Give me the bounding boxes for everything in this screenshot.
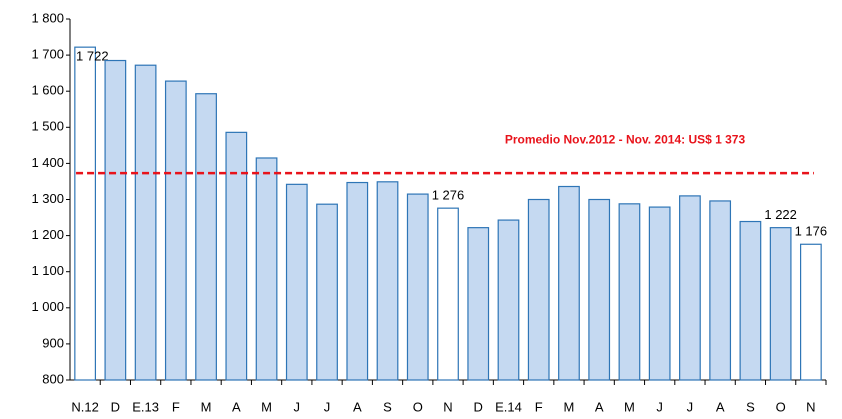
value-label: 1 176 — [795, 224, 828, 239]
bar — [255, 157, 278, 381]
bar — [739, 220, 762, 381]
value-label: 1 276 — [432, 188, 465, 203]
bar — [437, 207, 459, 381]
y-tick-label: 1 100 — [31, 263, 64, 278]
reference-label: Promedio Nov.2012 - Nov. 2014: US$ 1 373 — [505, 132, 746, 146]
y-tick-label: 900 — [42, 335, 64, 350]
x-tick-label: O — [413, 399, 423, 414]
x-tick-label: D — [111, 399, 120, 414]
bar — [709, 200, 732, 381]
bar — [195, 93, 217, 381]
y-tick-label: 1 000 — [31, 299, 64, 314]
bar — [346, 181, 369, 381]
bar — [406, 193, 429, 381]
x-tick-label: J — [324, 399, 331, 414]
y-tick-label: 800 — [42, 371, 64, 386]
bar — [679, 195, 701, 381]
x-tick-label: O — [776, 399, 786, 414]
bar — [558, 185, 580, 381]
x-tick-label: M — [564, 399, 575, 414]
x-tick-label: A — [353, 399, 362, 414]
x-tick-label: A — [232, 399, 241, 414]
x-tick-label: M — [261, 399, 272, 414]
x-tick-label: M — [201, 399, 212, 414]
bar — [104, 59, 127, 381]
bar — [588, 198, 611, 381]
bar — [285, 183, 308, 381]
bar — [648, 206, 671, 381]
x-tick-label: E.14 — [495, 399, 522, 414]
bar — [497, 219, 520, 381]
bar — [316, 203, 338, 381]
bar — [527, 198, 550, 381]
bar — [467, 227, 490, 381]
x-tick-label: M — [624, 399, 635, 414]
bar — [164, 80, 187, 381]
x-tick-label: N.12 — [71, 399, 98, 414]
x-tick-label: D — [474, 399, 483, 414]
bar — [74, 46, 97, 381]
y-tick-label: 1 700 — [31, 47, 64, 62]
y-tick-label: 1 400 — [31, 155, 64, 170]
y-tick-label: 1 500 — [31, 119, 64, 134]
x-tick-label: F — [535, 399, 543, 414]
value-label: 1 222 — [764, 207, 797, 222]
x-tick-label: A — [716, 399, 725, 414]
x-tick-label: N — [443, 399, 452, 414]
y-tick-label: 1 600 — [31, 83, 64, 98]
y-tick-label: 1 200 — [31, 227, 64, 242]
value-label: 1 722 — [76, 49, 109, 64]
y-tick-label: 1 300 — [31, 191, 64, 206]
bar — [799, 243, 822, 381]
bar — [376, 181, 399, 381]
bar — [769, 227, 792, 381]
x-tick-label: J — [294, 399, 301, 414]
x-tick-label: S — [383, 399, 392, 414]
bar — [618, 203, 641, 381]
bar — [134, 64, 157, 381]
x-tick-label: J — [687, 399, 694, 414]
y-tick-label: 1 800 — [31, 10, 64, 25]
x-tick-label: F — [172, 399, 180, 414]
x-tick-label: S — [746, 399, 755, 414]
x-tick-label: J — [656, 399, 663, 414]
bar — [225, 131, 248, 381]
x-tick-label: A — [595, 399, 604, 414]
x-tick-label: E.13 — [132, 399, 159, 414]
x-tick-label: N — [806, 399, 815, 414]
